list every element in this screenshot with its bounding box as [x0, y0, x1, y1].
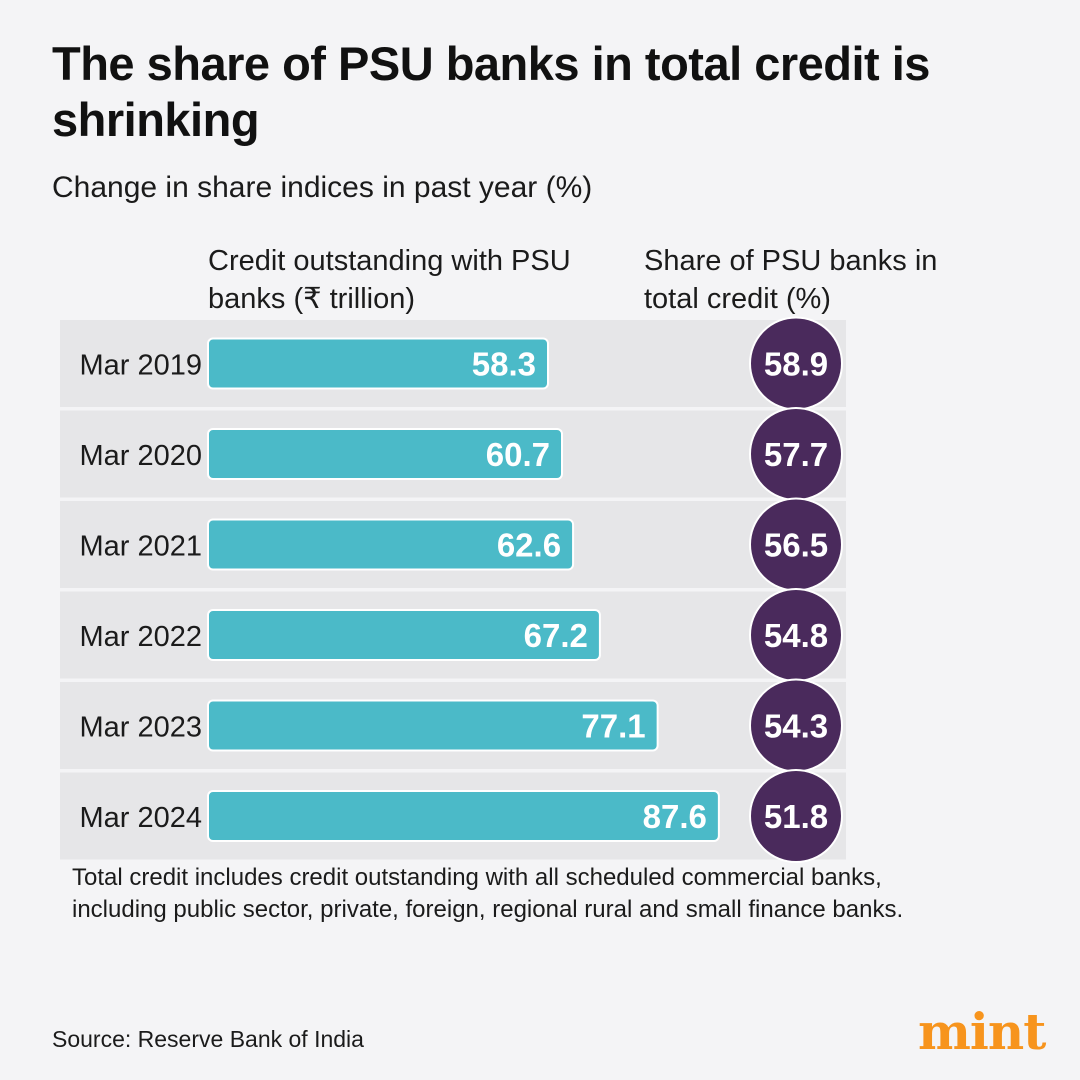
credit-value-label: 60.7 [486, 436, 550, 473]
share-value-label: 51.8 [764, 798, 828, 835]
credit-value-label: 87.6 [643, 798, 707, 835]
chart-subtitle: Change in share indices in past year (%) [52, 171, 593, 204]
category-label: Mar 2023 [79, 712, 202, 744]
credit-bar [207, 518, 575, 571]
share-value-label: 57.7 [764, 436, 828, 473]
share-value-label: 54.8 [764, 617, 828, 654]
credit-bar [207, 337, 549, 390]
credit-value-label: 62.6 [497, 527, 561, 564]
share-column-header: Share of PSU banks in total credit (%) [644, 245, 938, 315]
credit-bar [207, 428, 563, 480]
credit-bar [207, 609, 601, 661]
category-label: Mar 2024 [79, 802, 202, 834]
share-value-label: 54.3 [764, 708, 828, 745]
chart-title: The share of PSU banks in total credit i… [52, 37, 930, 146]
share-value-label: 58.9 [764, 346, 828, 383]
credit-value-label: 58.3 [472, 346, 536, 383]
category-label: Mar 2022 [79, 621, 202, 653]
category-label: Mar 2021 [79, 531, 202, 563]
credit-value-label: 77.1 [581, 708, 645, 745]
bars-column-header: Credit outstanding with PSU banks (₹ tri… [208, 245, 571, 315]
credit-bar [207, 790, 720, 842]
mint-logo: mint [918, 1002, 1046, 1061]
source-text: Source: Reserve Bank of India [52, 1026, 364, 1052]
category-label: Mar 2020 [79, 440, 202, 472]
share-circle [749, 769, 843, 863]
credit-bar [207, 699, 659, 752]
credit-value-label: 67.2 [524, 617, 588, 654]
share-value-label: 56.5 [764, 527, 828, 564]
category-label: Mar 2019 [79, 350, 202, 382]
footnote: Total credit includes credit outstanding… [72, 864, 904, 923]
